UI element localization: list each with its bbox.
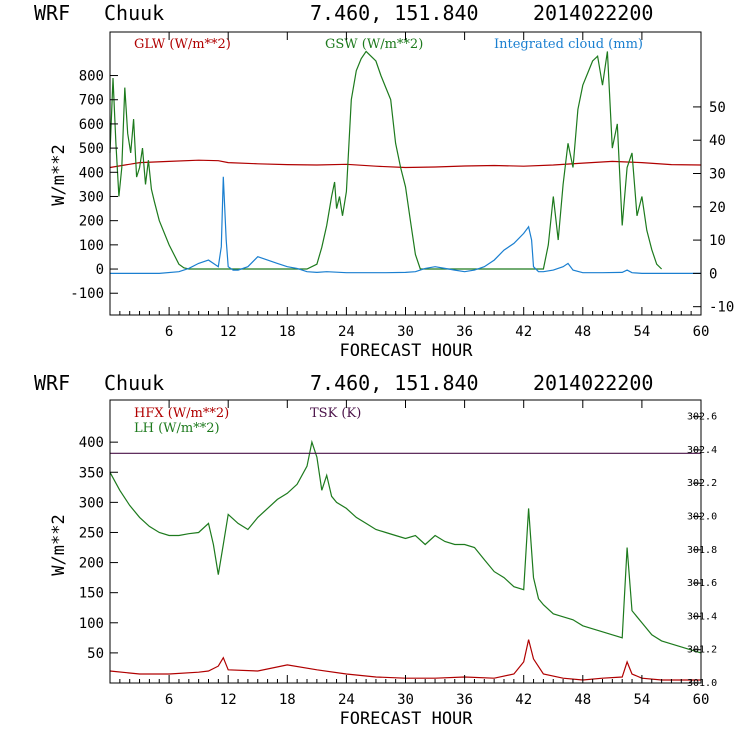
panel1-series [109,50,702,274]
p1-ytick-label: 600 [79,117,104,133]
p2-y2tick-label: 301.8 [687,545,717,556]
p2-ytick-label: 250 [79,525,104,541]
p1-ytick-label: 700 [79,93,104,109]
p1-xtick-label: 42 [515,324,532,340]
p1-ytick-label: 300 [79,189,104,205]
panel2-header: WRF Chuuk 7.460, 151.840 2014022200 [34,371,653,395]
panel1-axes: 6 12 18 24 30 36 42 48 54 60-10001002003004005006… [70,31,734,340]
p2-y2tick-label: 301.4 [687,611,717,622]
p2-xtick-label: 48 [574,692,591,708]
panel2-init-label: 2014022200 [533,371,653,395]
panel1-legend: GLW (W/m**2) GSW (W/m**2) Integrated clo… [134,37,643,52]
p2-ytick-label: 300 [79,495,104,511]
p2-ytick-label: 200 [79,556,104,572]
p1-xtick-label: 12 [220,324,237,340]
p2-y2tick-label: 301.0 [687,678,717,689]
p2-xtick-label: 18 [279,692,296,708]
p2-xtick-label: 60 [693,692,710,708]
p2-ytick-label: 400 [79,435,104,451]
legend-hfx: HFX (W/m**2) [134,406,229,421]
p1-xtick-label: 18 [279,324,296,340]
legend-cloud: Integrated cloud (mm) [494,37,643,52]
panel2-ylabel: W/m**2 [49,514,69,575]
p2-y2tick-label: 302.4 [687,445,717,456]
p2-series-hfx-line [109,639,701,681]
panel1-xlabel: FORECAST HOUR [339,341,473,361]
panel2-axes: 6 12 18 24 30 36 42 48 54 60 50 100 150 200 250 300 350 4… [79,399,717,708]
p1-series-gsw-line [109,50,663,270]
p2-xtick-label: 24 [338,692,355,708]
legend-tsk: TSK (K) [310,406,361,421]
p1-series-glw-line [109,159,702,169]
panel2-legend: HFX (W/m**2) LH (W/m**2) TSK (K) [134,406,361,436]
legend-lh: LH (W/m**2) [134,421,220,436]
p2-xtick-label: 30 [397,692,414,708]
p1-xtick-label: 60 [693,324,710,340]
panel2-model-label: WRF [34,371,70,395]
panel2-xlabel: FORECAST HOUR [339,709,473,729]
p2-plot-frame [109,399,702,684]
p1-y2tick-label: 40 [709,133,726,149]
p2-ytick-label: 350 [79,465,104,481]
p1-ytick-label: 400 [79,165,104,181]
panel1-ylabel: W/m**2 [49,144,69,205]
panel2-station-label: Chuuk [104,371,164,395]
p1-y2tick-label: 30 [709,167,726,183]
legend-glw: GLW (W/m**2) [134,37,231,52]
p1-ytick-label: 800 [79,69,104,85]
panel1-header: WRF Chuuk 7.460, 151.840 2014022200 [34,1,653,25]
p2-y2tick-label: 301.6 [687,578,717,589]
p1-y2tick-label: 20 [709,200,726,216]
p2-y2tick-label: 302.2 [687,478,717,489]
p1-xtick-label: 48 [574,324,591,340]
p1-xtick-label: 24 [338,324,355,340]
p2-xtick-label: 36 [456,692,473,708]
p1-xtick-label: 36 [456,324,473,340]
radiation-panel: GLW (W/m**2) GSW (W/m**2) Integrated clo… [49,31,734,361]
panel1-coords-label: 7.460, 151.840 [310,1,479,25]
p1-xtick-label: 54 [633,324,650,340]
p1-ytick-label: 500 [79,141,104,157]
p2-y2tick-label: 301.2 [687,645,717,656]
legend-gsw: GSW (W/m**2) [325,37,423,52]
p2-series-lh-line [109,439,702,654]
p2-ytick-label: 100 [79,616,104,632]
p1-series-integrated-line [110,176,701,274]
panel1-model-label: WRF [34,1,70,25]
p1-ytick-label: 0 [96,262,104,278]
panel2-series [109,439,702,681]
p2-xtick-label: 6 [165,692,173,708]
p1-xtick-label: 30 [397,324,414,340]
p2-ytick-label: 150 [79,586,104,602]
panel1-init-label: 2014022200 [533,1,653,25]
p1-ytick-label: 100 [79,238,104,254]
p2-y2tick-label: 302.0 [687,512,717,523]
p1-y2tick-label: 10 [709,233,726,249]
panel1-station-label: Chuuk [104,1,164,25]
p1-xtick-label: 6 [165,324,173,340]
p1-y2tick-label: -10 [709,300,734,316]
p1-y2tick-label: 0 [709,266,717,282]
panel2-coords-label: 7.460, 151.840 [310,371,479,395]
p2-xtick-label: 42 [515,692,532,708]
p1-ytick-label: 200 [79,214,104,230]
p2-ytick-label: 50 [87,646,104,662]
p1-ytick-label: -100 [70,286,104,302]
flux-panel: HFX (W/m**2) LH (W/m**2) TSK (K) 6 12 18 24… [49,399,717,729]
p2-xtick-label: 12 [220,692,237,708]
p2-y2tick-label: 302.6 [687,412,717,423]
p2-xtick-label: 54 [633,692,650,708]
p1-y2tick-label: 50 [709,100,726,116]
